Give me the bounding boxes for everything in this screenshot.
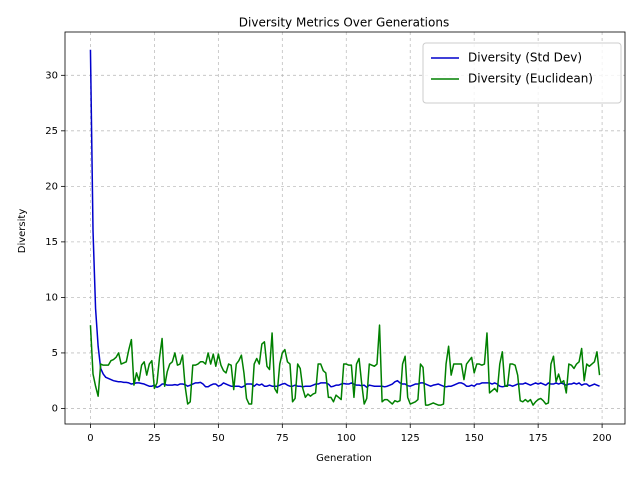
y-tick-label: 15 bbox=[45, 237, 58, 248]
legend-label: Diversity (Euclidean) bbox=[468, 72, 593, 86]
x-tick-label: 150 bbox=[465, 433, 484, 444]
axes-frame bbox=[64, 31, 626, 425]
legend-box bbox=[422, 42, 622, 104]
chart-title: Diversity Metrics Over Generations bbox=[239, 16, 449, 30]
x-tick-label: 75 bbox=[276, 433, 289, 444]
y-tick-label: 25 bbox=[45, 126, 58, 137]
y-axis-label: Diversity bbox=[17, 209, 28, 254]
series-line bbox=[89, 49, 600, 389]
x-tick-label: 50 bbox=[212, 433, 225, 444]
x-tick-label: 25 bbox=[148, 433, 161, 444]
y-tick-label: 30 bbox=[45, 70, 58, 81]
y-tick-label: 0 bbox=[52, 403, 58, 414]
x-tick-label: 125 bbox=[401, 433, 420, 444]
x-axis-label: Generation bbox=[316, 453, 372, 464]
legend-label: Diversity (Std Dev) bbox=[468, 51, 582, 65]
y-tick-label: 10 bbox=[45, 292, 58, 303]
x-tick-label: 200 bbox=[593, 433, 612, 444]
x-tick-label: 175 bbox=[529, 433, 548, 444]
x-tick-label: 0 bbox=[87, 433, 93, 444]
y-tick-label: 5 bbox=[52, 348, 58, 359]
series-line bbox=[89, 324, 601, 406]
y-tick-label: 20 bbox=[45, 181, 58, 192]
x-tick-label: 100 bbox=[337, 433, 356, 444]
